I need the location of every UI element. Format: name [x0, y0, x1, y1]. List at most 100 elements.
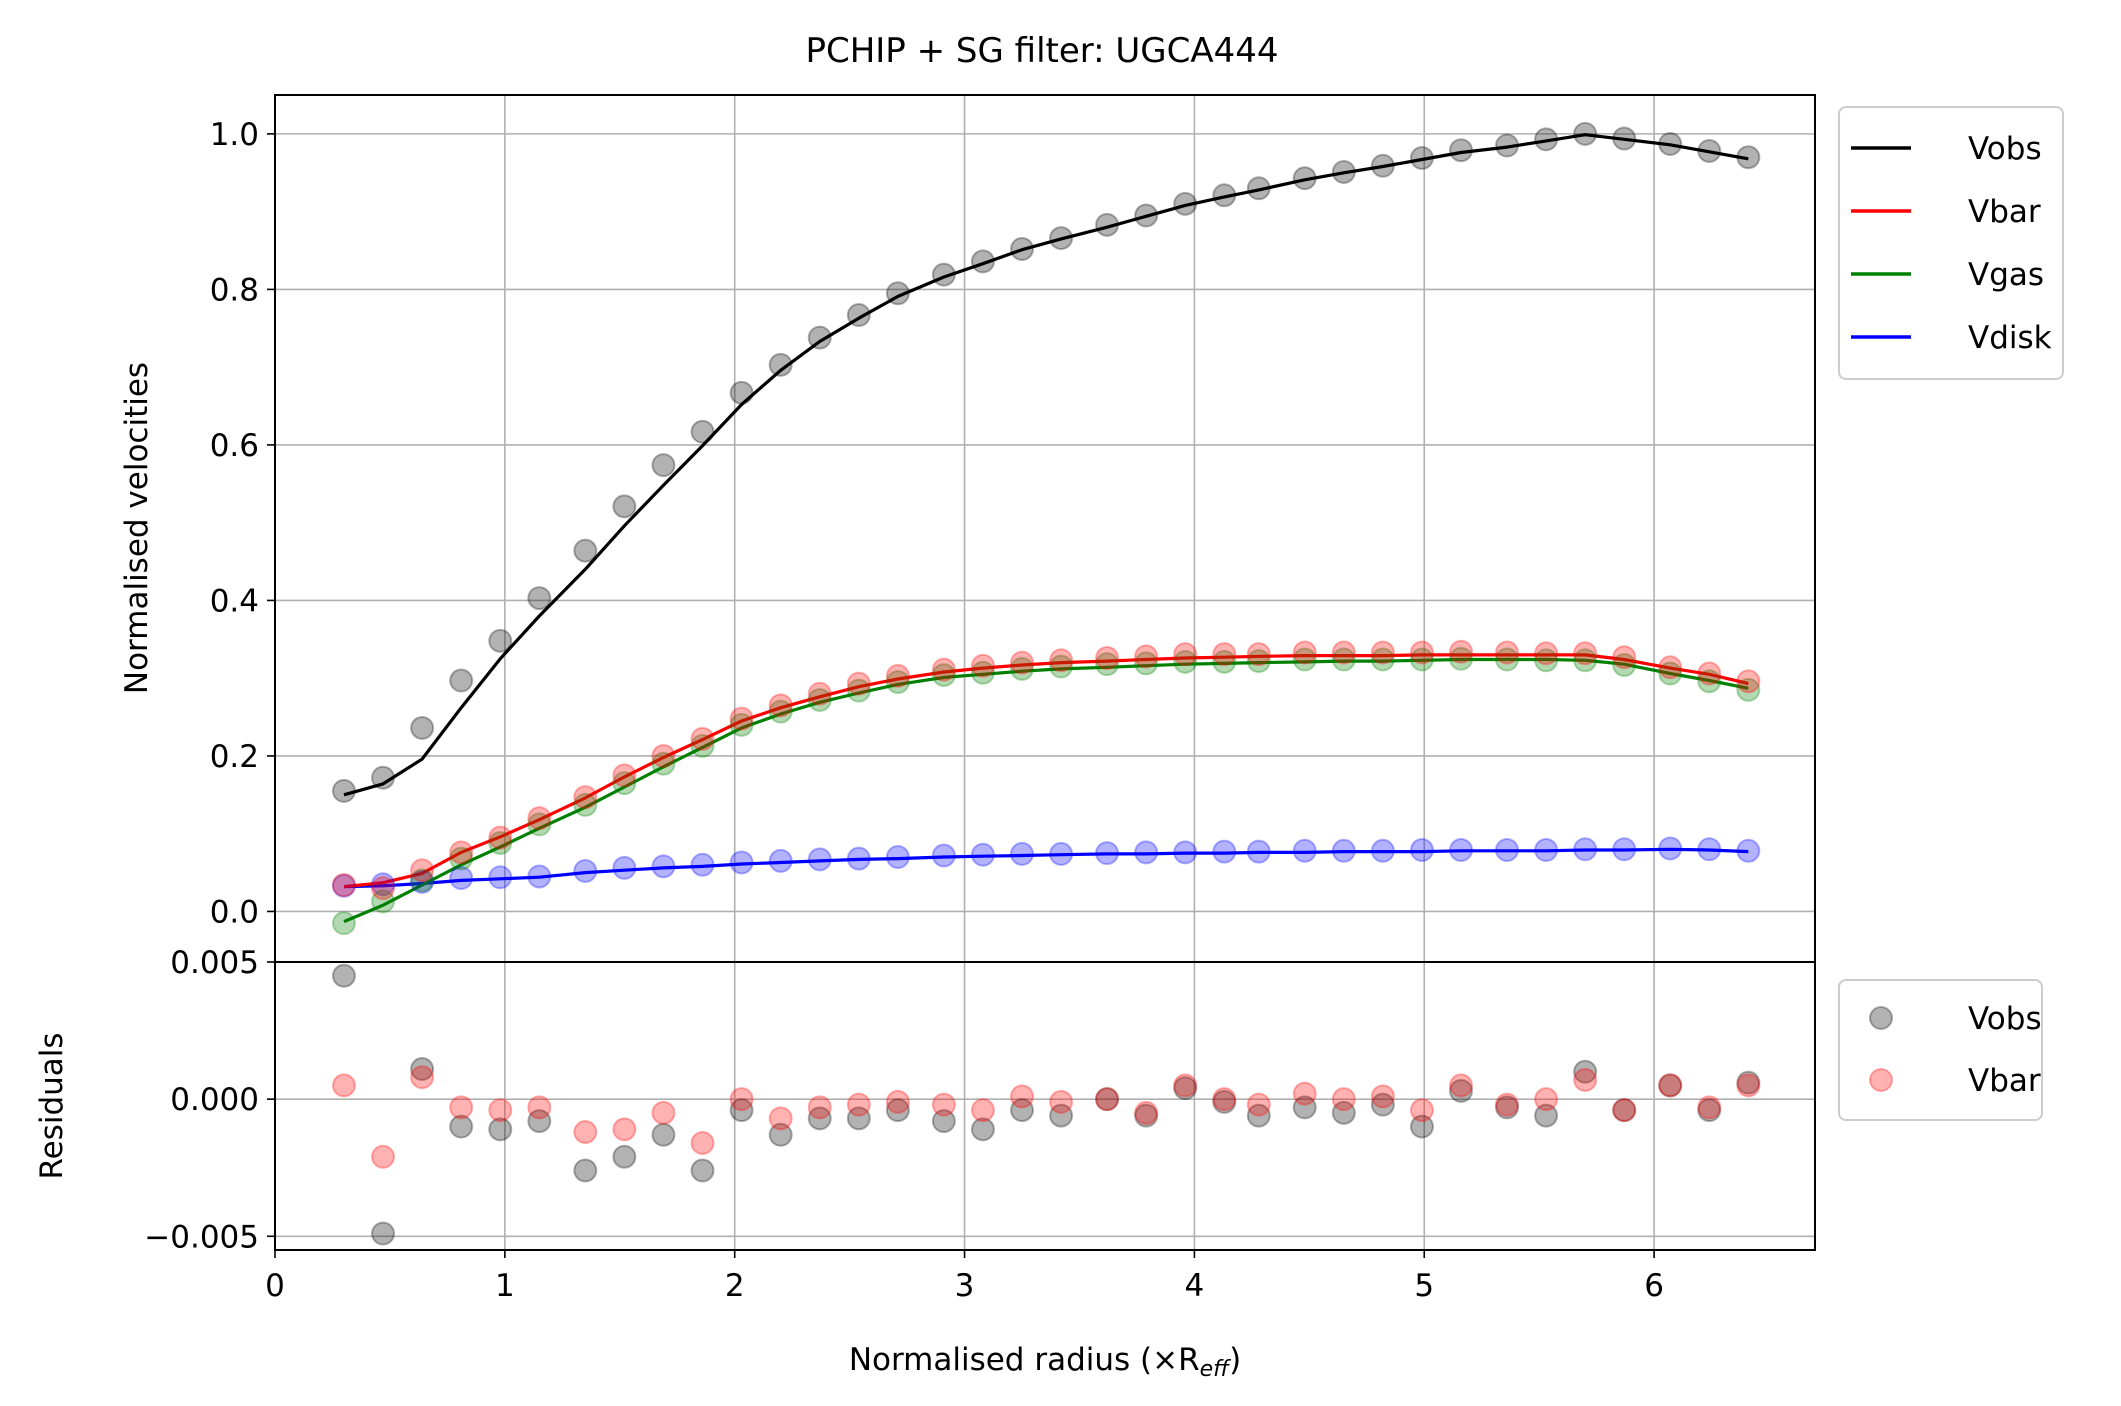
velocity-point-vobs: [612, 494, 637, 519]
velocity-point-vobs: [1534, 127, 1559, 152]
velocity-lines: [343, 133, 1749, 924]
velocity-point-vbar: [449, 840, 474, 865]
velocity-point-vgas: [1331, 647, 1356, 672]
x-tick-label: 1: [495, 1268, 515, 1304]
residual-point-vobs: [612, 1144, 637, 1169]
residual-point-vbar: [1095, 1087, 1120, 1112]
velocity-point-vgas: [371, 889, 396, 914]
velocity-point-vbar: [807, 681, 832, 706]
velocity-point-vdisk: [1370, 838, 1395, 863]
velocity-point-vbar: [1370, 640, 1395, 665]
x-axis-label: Normalised radius (×Reff): [849, 1342, 1241, 1382]
residual-point-vobs: [651, 1122, 676, 1147]
velocity-point-vbar: [1212, 642, 1237, 667]
velocity-point-vgas: [729, 712, 754, 737]
residual-y-axis-label: Residuals: [34, 1032, 70, 1179]
residual-legend-marker-vbar: [1869, 1068, 1893, 1092]
residual-point-vobs: [1697, 1098, 1722, 1123]
velocity-point-vdisk: [1212, 839, 1237, 864]
velocity-point-vdisk: [410, 869, 435, 894]
velocity-point-vobs: [1246, 176, 1271, 201]
residual-point-vbar: [1736, 1073, 1761, 1098]
velocity-point-vdisk: [768, 848, 793, 873]
residual-y-tick-label: −0.005: [144, 1219, 259, 1255]
residual-point-vobs: [527, 1109, 552, 1134]
residual-point-vbar: [573, 1120, 598, 1145]
residual-point-vbar: [768, 1106, 793, 1131]
residual-y-tick-label: 0.005: [170, 945, 259, 981]
residual-point-vbar: [1612, 1098, 1637, 1123]
x-tick-label: 4: [1185, 1268, 1205, 1304]
velocity-point-vbar: [1173, 642, 1198, 667]
residual-point-vbar: [1495, 1092, 1519, 1117]
velocity-point-vgas: [1495, 647, 1519, 672]
velocity-point-vgas: [449, 846, 474, 871]
velocity-point-vobs: [331, 778, 356, 803]
velocity-point-vbar: [1331, 640, 1356, 665]
velocity-point-vobs: [1212, 183, 1237, 208]
velocity-line-vobs: [343, 133, 1749, 797]
velocity-point-vgas: [885, 670, 910, 695]
residual-point-vbar: [1049, 1089, 1074, 1114]
velocity-point-vobs: [1449, 138, 1474, 163]
residual-point-vbar: [885, 1089, 910, 1114]
velocity-y-axis-label: Normalised velocities: [119, 362, 155, 694]
residual-point-vbar: [807, 1095, 832, 1120]
velocity-point-vdisk: [612, 855, 637, 880]
x-tick-label: 0: [265, 1268, 285, 1304]
velocity-point-vbar: [1612, 645, 1637, 670]
velocity-point-vgas: [1658, 661, 1683, 686]
residual-point-vobs: [1331, 1100, 1356, 1125]
velocity-point-vdisk: [651, 854, 676, 879]
velocity-point-vobs: [449, 668, 474, 693]
residual-point-vobs: [1370, 1092, 1395, 1117]
velocity-point-vdisk: [1246, 839, 1271, 864]
velocity-legend-box: [1838, 106, 2064, 380]
velocity-point-vgas: [1010, 656, 1035, 681]
legend-label-vbar: Vbar: [1968, 194, 2041, 230]
x-axis-label-close: ): [1229, 1342, 1241, 1378]
velocity-point-vdisk: [885, 845, 910, 870]
x-tick-label: 2: [725, 1268, 745, 1304]
velocity-point-vbar: [410, 858, 435, 883]
velocity-point-vbar: [846, 671, 871, 696]
velocity-point-vgas: [1449, 646, 1474, 671]
velocity-point-vgas: [573, 792, 598, 817]
velocity-point-vobs: [846, 303, 871, 328]
velocity-point-vobs: [1134, 203, 1159, 228]
velocity-point-vbar: [970, 653, 995, 678]
velocity-point-vbar: [1095, 645, 1120, 670]
velocity-point-vobs: [1697, 138, 1722, 163]
residual-point-vobs: [1409, 1114, 1434, 1139]
residual-point-vbar: [1173, 1073, 1198, 1098]
residual-point-vbar: [1697, 1095, 1722, 1120]
velocity-point-vdisk: [970, 842, 995, 867]
residual-y-ticks: −0.005 0.000 0.005: [144, 945, 275, 1255]
residual-point-vobs: [1095, 1087, 1120, 1112]
velocity-point-vdisk: [729, 850, 754, 875]
residual-point-vbar: [1573, 1067, 1598, 1092]
velocity-point-vobs: [1010, 236, 1035, 261]
velocity-point-vbar: [1495, 640, 1519, 665]
velocity-point-vgas: [1049, 654, 1074, 679]
velocity-point-vgas: [931, 663, 956, 688]
residual-point-vbar: [690, 1131, 715, 1156]
velocity-point-vobs: [885, 281, 910, 306]
residual-point-vbar: [846, 1092, 871, 1117]
velocity-point-vdisk: [1573, 837, 1598, 862]
velocity-point-vgas: [846, 678, 871, 703]
residual-point-vbar: [1331, 1087, 1356, 1112]
velocity-point-vgas: [768, 699, 793, 724]
residual-point-vobs: [1495, 1095, 1519, 1120]
velocity-point-vobs: [1292, 166, 1317, 191]
residual-point-vobs: [768, 1122, 793, 1147]
velocity-point-vbar: [1573, 641, 1598, 666]
velocity-point-vobs: [768, 352, 793, 377]
velocity-point-vdisk: [1736, 838, 1761, 863]
velocity-point-vgas: [1246, 649, 1271, 674]
velocity-point-vobs: [651, 453, 676, 478]
velocity-point-vbar: [1736, 669, 1761, 694]
velocity-point-vbar: [1134, 644, 1159, 669]
velocity-point-vbar: [488, 825, 513, 850]
velocity-point-vdisk: [1697, 837, 1722, 862]
